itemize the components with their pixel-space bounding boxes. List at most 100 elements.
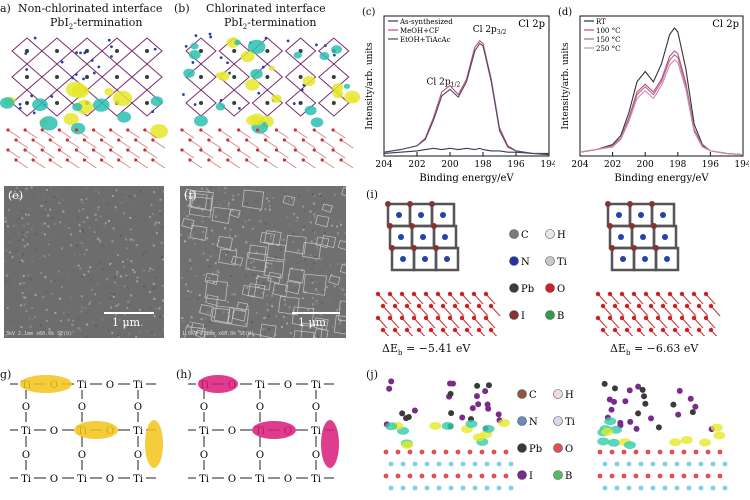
sem-grain-dot bbox=[329, 263, 332, 266]
sem-grain-dot bbox=[201, 194, 204, 197]
sem-grain-dot bbox=[39, 204, 42, 207]
o-atom bbox=[31, 158, 35, 162]
perovskite-atom bbox=[687, 395, 694, 402]
sem-grain-dot bbox=[268, 204, 271, 207]
tio2-bond bbox=[430, 305, 441, 317]
sem-grain-dot bbox=[49, 186, 52, 189]
sem-grain-dot bbox=[7, 208, 10, 211]
sem-grain-dot bbox=[335, 309, 338, 312]
sem-grain-dot bbox=[259, 209, 262, 212]
sem-grain-dot bbox=[333, 285, 336, 288]
sem-grain-dot bbox=[111, 195, 114, 198]
sem-grain-dot bbox=[290, 329, 293, 332]
sem-grain-dot bbox=[271, 295, 274, 298]
sem-grain-dot bbox=[264, 285, 267, 288]
sem-grain-dot bbox=[300, 231, 303, 234]
o-atom bbox=[207, 138, 211, 142]
sem-grain-dot bbox=[341, 270, 344, 273]
methylammonium bbox=[642, 256, 648, 262]
perovskite-atom bbox=[611, 398, 618, 405]
n-atom bbox=[90, 59, 94, 62]
o-atom bbox=[703, 291, 709, 297]
sem-grain-dot bbox=[25, 213, 28, 216]
sem-grain-dot bbox=[217, 301, 220, 304]
o-atom bbox=[667, 291, 673, 297]
sem-grain-boundary bbox=[259, 323, 277, 338]
charge-density-blob bbox=[429, 421, 442, 430]
sem-grain-dot bbox=[246, 306, 249, 309]
sem-grain-dot bbox=[271, 305, 274, 308]
sem-grain-dot bbox=[79, 230, 82, 233]
sem-grain-dot bbox=[237, 303, 240, 306]
sem-grain-dot bbox=[298, 302, 301, 305]
substrate-atom bbox=[686, 485, 692, 491]
sem-grain-dot bbox=[44, 276, 47, 279]
sem-grain-dot bbox=[203, 295, 206, 298]
sem-grain-dot bbox=[232, 209, 235, 212]
sem-grain-dot bbox=[40, 231, 43, 234]
sem-grain-dot bbox=[80, 296, 83, 299]
substrate-atom bbox=[407, 473, 413, 479]
sem-grain-dot bbox=[42, 211, 45, 214]
sem-grain-dot bbox=[271, 323, 274, 326]
sem-grain-dot bbox=[21, 292, 24, 295]
perovskite-atom bbox=[676, 387, 683, 394]
substrate-atom bbox=[645, 449, 651, 455]
legend-atom-label: Pb bbox=[529, 444, 542, 455]
substrate-atom bbox=[491, 473, 497, 479]
tio2-bond bbox=[257, 149, 270, 159]
sem-grain-dot bbox=[106, 328, 109, 331]
sem-grain-dot bbox=[296, 217, 299, 220]
sem-grain-dot bbox=[162, 258, 164, 261]
n-atom bbox=[261, 65, 265, 69]
sem-grain-dot bbox=[180, 233, 183, 236]
tio2-bond bbox=[189, 139, 203, 149]
sem-texture-f bbox=[180, 186, 346, 338]
x-tick-label: 200 bbox=[441, 160, 458, 170]
sem-grain-dot bbox=[266, 262, 269, 265]
o-atom bbox=[447, 291, 453, 297]
sem-grain-dot bbox=[336, 262, 339, 265]
sem-grain-dot bbox=[23, 224, 26, 227]
sem-grain-dot bbox=[208, 277, 211, 280]
sem-grain-dot bbox=[181, 305, 184, 308]
series-line bbox=[383, 42, 550, 156]
lattice-atom: O bbox=[50, 426, 58, 437]
tio2-bond bbox=[50, 159, 63, 169]
sem-grain-dot bbox=[11, 195, 14, 198]
scale-label-e: 1 μm bbox=[112, 316, 141, 329]
tio2-bond bbox=[84, 159, 97, 169]
sem-grain-dot bbox=[151, 211, 154, 214]
substrate-atom bbox=[419, 473, 425, 479]
sem-grain-dot bbox=[53, 222, 56, 225]
tio2-bond bbox=[449, 293, 460, 305]
sem-grain-boundary bbox=[204, 280, 228, 302]
substrate-atom bbox=[496, 485, 502, 491]
n-atom bbox=[92, 71, 96, 75]
sem-grain-dot bbox=[315, 299, 318, 302]
legend-atom-label: C bbox=[521, 230, 529, 241]
sem-grain-dot bbox=[202, 252, 205, 255]
sem-grain-dot bbox=[314, 259, 317, 262]
sem-grain-dot bbox=[153, 287, 156, 290]
sem-grain-dot bbox=[40, 271, 43, 274]
substrate-atom bbox=[645, 473, 651, 479]
tio2-bond bbox=[382, 329, 390, 336]
binding-energy-right: ΔEb = −6.63 eV bbox=[610, 342, 699, 358]
sem-grain-dot bbox=[264, 222, 267, 225]
x-tick-label: 200 bbox=[637, 160, 654, 170]
sem-grain-dot bbox=[102, 199, 105, 202]
tio2-bond bbox=[219, 129, 232, 139]
sem-grain-dot bbox=[22, 260, 25, 263]
sem-grain-dot bbox=[117, 335, 120, 338]
tio2-bond bbox=[681, 317, 692, 329]
sem-grain-dot bbox=[281, 280, 284, 283]
n-atom bbox=[30, 94, 34, 98]
lattice-atom: O bbox=[22, 450, 30, 461]
o-atom bbox=[440, 303, 446, 309]
sem-grain-dot bbox=[32, 318, 35, 321]
sem-grain-dot bbox=[210, 330, 213, 333]
lattice-g: TiOTiOTiTiOTiOTiTiOTiOTiOOOOOO bbox=[10, 375, 163, 485]
o-atom bbox=[312, 148, 316, 152]
sem-grain-dot bbox=[155, 307, 158, 310]
